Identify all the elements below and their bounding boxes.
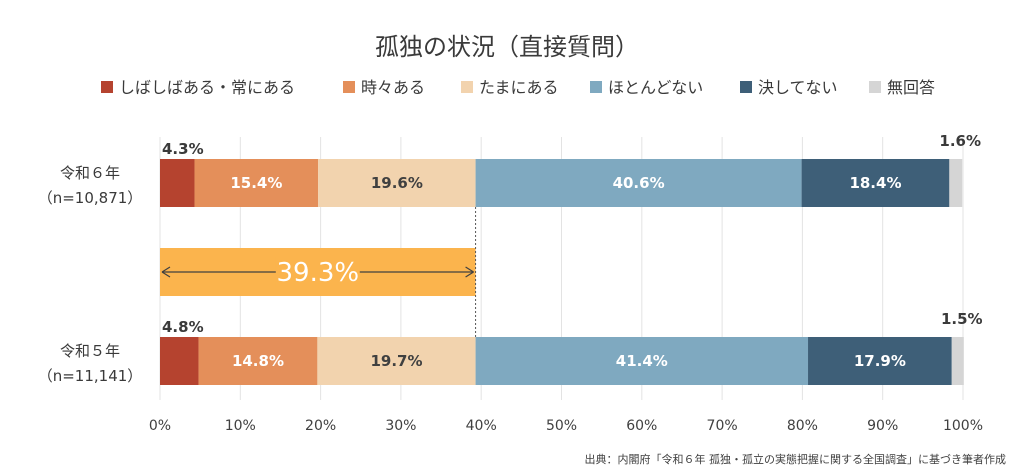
data-label: 17.9%	[854, 352, 906, 370]
data-label: 14.8%	[232, 352, 284, 370]
data-label: 40.6%	[613, 174, 665, 192]
legend-swatch	[343, 81, 355, 93]
legend-label: 決してない	[758, 78, 838, 97]
x-tick-label: 0%	[149, 418, 171, 434]
data-label: 4.3%	[162, 140, 204, 158]
highlight-label: 39.3%	[276, 258, 359, 288]
legend-swatch	[101, 81, 113, 93]
legend-label: たまにある	[479, 78, 559, 97]
bar-segment	[475, 159, 802, 207]
legend-swatch	[590, 81, 602, 93]
x-tick-label: 90%	[867, 418, 898, 434]
bar-segment	[160, 159, 195, 207]
x-tick-label: 70%	[707, 418, 738, 434]
legend-swatch	[740, 81, 752, 93]
x-tick-label: 40%	[466, 418, 497, 434]
x-tick-label: 10%	[225, 418, 256, 434]
bar-segment	[194, 159, 319, 207]
category-label: 令和６年	[60, 164, 120, 182]
data-label: 19.7%	[370, 352, 422, 370]
data-label: 18.4%	[849, 174, 901, 192]
bars: 4.3% 15.4% 19.6% 40.6% 18.4% 1.6% 4.8% 14.8% 19.…	[160, 132, 983, 385]
bar-segment	[198, 337, 318, 385]
chart-title: 孤独の状況（直接質問）	[375, 33, 639, 61]
arrow-head-left	[161, 266, 171, 278]
bar-segment	[801, 159, 950, 207]
legend-label: しばしばある・常にある	[119, 78, 295, 97]
bar-segment	[318, 159, 476, 207]
bar-segment	[475, 337, 809, 385]
arrow-head-right	[465, 266, 474, 278]
bar-segment	[317, 337, 476, 385]
data-label: 41.4%	[616, 352, 668, 370]
x-tick-label: 60%	[626, 418, 657, 434]
highlight-label-bg	[275, 257, 360, 287]
data-label: 15.4%	[230, 174, 282, 192]
category-sublabel: （n=11,141）	[38, 367, 143, 385]
bar-segment	[160, 337, 199, 385]
legend-swatch	[869, 81, 881, 93]
data-label: 19.6%	[371, 174, 423, 192]
legend: しばしばある・常にある 時々ある たまにある ほとんどない 決してない 無回答	[101, 78, 935, 97]
x-axis-ticks: 0% 10% 20% 30% 40% 50% 60% 70% 80% 90% 100%	[149, 418, 983, 434]
highlight-band: 39.3%	[160, 207, 477, 337]
source-note: 出典：内閣府「令和６年 孤独・孤立の実態把握に関する全国調査」に基づき筆者作成	[585, 452, 1007, 466]
category-sublabel: （n=10,871）	[38, 189, 143, 207]
category-labels: 令和６年 （n=10,871） 令和５年 （n=11,141）	[38, 164, 143, 385]
data-label: 1.5%	[941, 310, 983, 328]
x-tick-label: 80%	[787, 418, 818, 434]
x-tick-label: 20%	[305, 418, 336, 434]
bar-segment	[949, 159, 963, 207]
data-label: 1.6%	[939, 132, 981, 150]
legend-label: ほとんどない	[608, 78, 703, 97]
data-label: 4.8%	[162, 318, 204, 336]
category-label: 令和５年	[60, 342, 120, 360]
x-tick-label: 30%	[385, 418, 416, 434]
legend-label: 時々ある	[361, 78, 425, 97]
legend-swatch	[461, 81, 473, 93]
legend-label: 無回答	[887, 78, 935, 97]
bar-segment	[951, 337, 964, 385]
bar-segment	[808, 337, 952, 385]
x-tick-label: 100%	[943, 418, 983, 434]
x-tick-label: 50%	[546, 418, 577, 434]
